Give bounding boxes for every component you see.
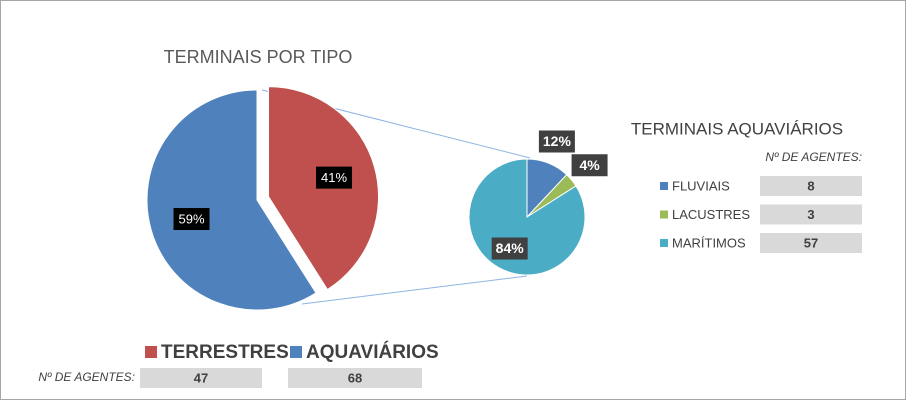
agents-box [760,176,862,196]
connector [301,275,528,305]
data-label: 41% [321,170,347,185]
legend-label: FLUVIAIS [672,178,730,193]
legend-label: MARÍTIMOS [672,235,746,250]
label-box [571,154,608,177]
agents-value: 3 [807,207,814,222]
legend-swatch [660,210,668,219]
chart-title: TERMINAIS POR TIPO [164,47,353,67]
agents-value: 57 [804,235,818,250]
label-box [491,237,528,260]
label-box [316,166,353,189]
agents-label: Nº DE AGENTES: [765,150,862,164]
agents-box [760,233,862,253]
legend-swatch [660,239,668,247]
data-label: 59% [178,211,204,226]
agents-value: 8 [807,178,814,193]
pie-slice [146,89,317,311]
legend-swatch [660,182,668,190]
agents-value: 47 [194,370,208,385]
legend-label: AQUAVIÁRIOS [306,341,439,363]
agents-box [288,368,422,388]
data-label: 4% [579,157,600,173]
legend-swatch [290,346,302,358]
agents-label: Nº DE AGENTES: [38,370,135,384]
agents-box [140,368,262,388]
agents-value: 68 [348,370,362,385]
legend-label: LACUSTRES [672,207,750,222]
agents-box [760,204,862,225]
data-label: 84% [496,240,525,256]
label-box [173,208,210,231]
legend-label: TERRESTRES [161,342,289,363]
data-label: 12% [543,133,572,149]
label-box [538,130,575,153]
legend-swatch [145,346,157,358]
chart-title: TERMINAIS AQUAVIÁRIOS [631,119,843,138]
